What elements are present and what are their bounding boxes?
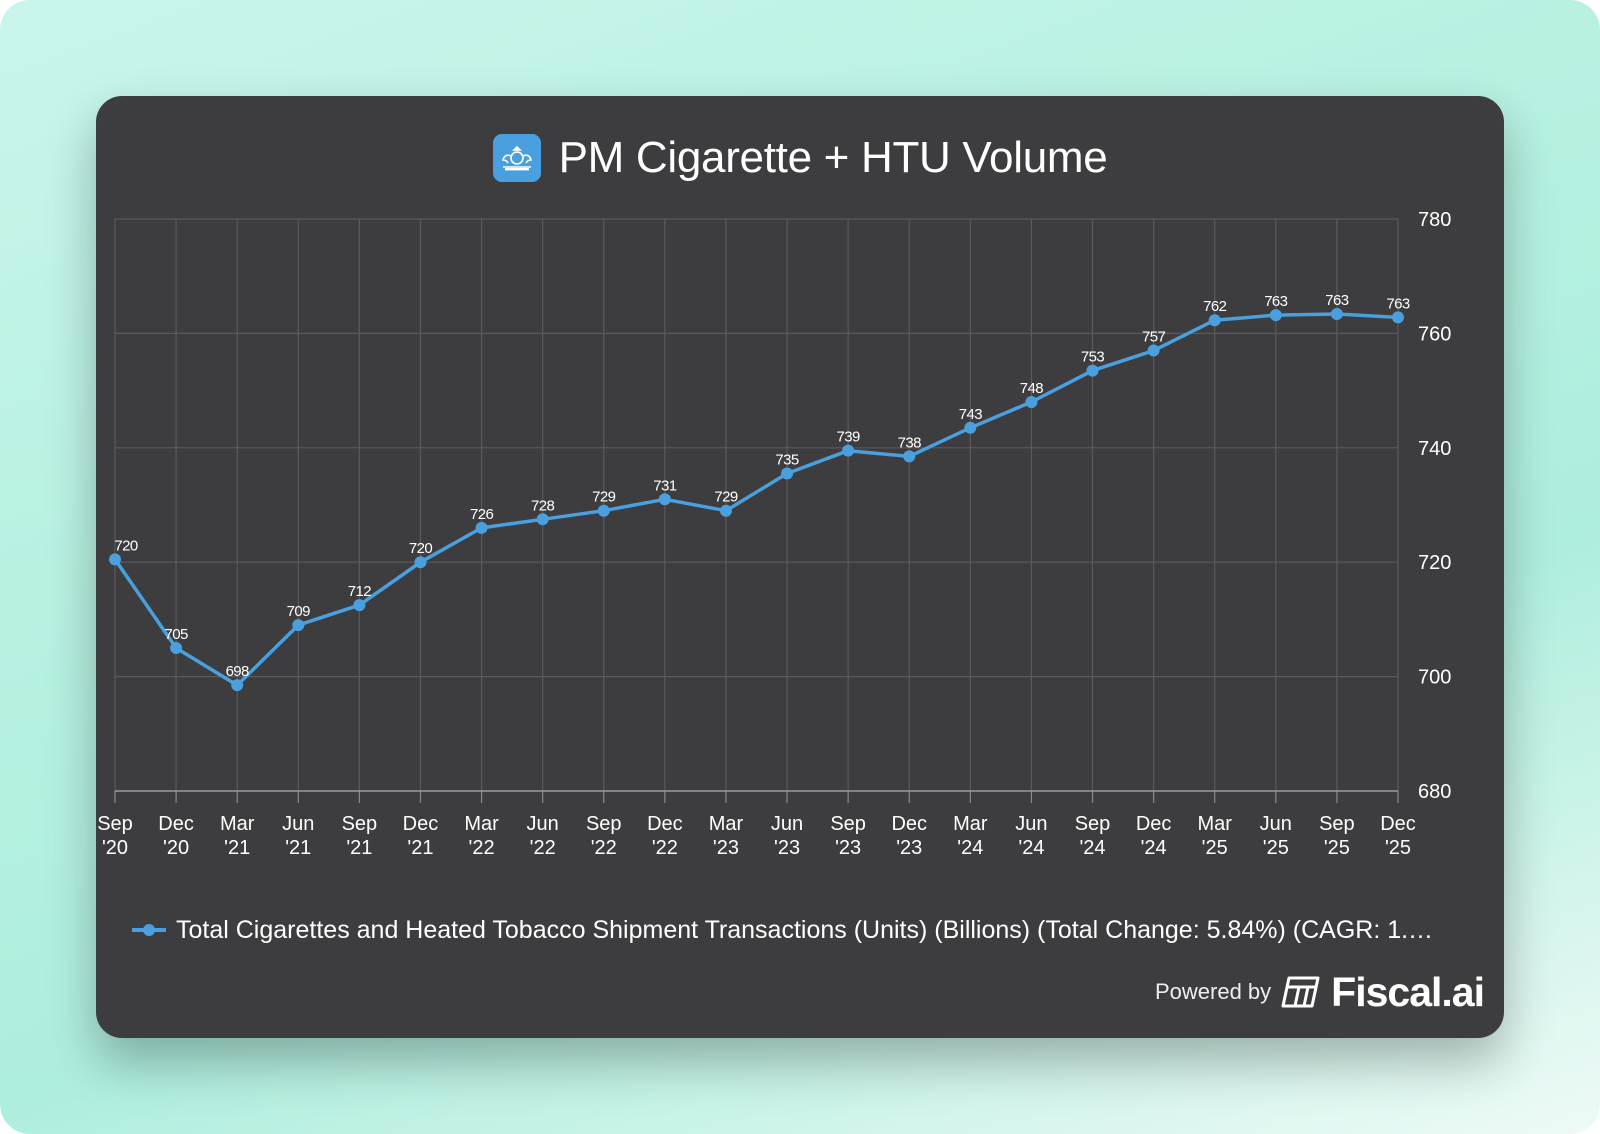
data-label: 726 xyxy=(470,506,493,523)
brand-name: Fiscal.ai xyxy=(1331,968,1485,1015)
x-tick-label: Sep '20 xyxy=(97,813,133,859)
data-point xyxy=(1269,309,1282,322)
legend[interactable]: Total Cigarettes and Heated Tobacco Ship… xyxy=(132,912,1484,948)
y-tick-label: 680 xyxy=(1418,781,1451,803)
company-logo-icon xyxy=(492,134,541,182)
line-chart: 680 700 720 740 760 780 Sep '20 Dec '20 Mar '21 Jun '… xyxy=(97,209,1451,859)
data-label: 735 xyxy=(775,452,798,469)
data-point xyxy=(1147,344,1160,357)
title-row: PM Cigarette + HTU Volume xyxy=(96,130,1504,186)
data-label: 705 xyxy=(164,626,187,643)
data-point xyxy=(781,467,794,480)
data-label: 728 xyxy=(531,497,554,514)
data-label: 763 xyxy=(1325,292,1348,309)
chart-title: PM Cigarette + HTU Volume xyxy=(558,133,1108,182)
data-point xyxy=(1330,307,1343,320)
x-tick-label: Dec '21 xyxy=(403,813,439,859)
data-label: 739 xyxy=(837,429,860,446)
x-tick-label: Dec '25 xyxy=(1380,813,1416,859)
y-tick-label: 780 xyxy=(1418,209,1451,231)
fiscal-logo-icon xyxy=(1281,976,1320,1008)
y-tick-label: 700 xyxy=(1418,667,1451,689)
data-label: 712 xyxy=(348,583,371,600)
chart-card: PM Cigarette + HTU Volume 680 700 720 740 76… xyxy=(96,96,1504,1038)
powered-by-text: Powered by xyxy=(1154,979,1272,1004)
x-tick-label: Jun '25 xyxy=(1260,813,1292,859)
data-label: 698 xyxy=(226,663,249,680)
data-point xyxy=(170,642,183,654)
x-tick-label: Dec '23 xyxy=(891,813,927,859)
data-label: 763 xyxy=(1386,295,1409,312)
x-tick-label: Jun '21 xyxy=(282,813,314,859)
data-point xyxy=(1025,396,1038,409)
x-tick-label: Dec '20 xyxy=(158,813,194,859)
x-tick-label: Sep '22 xyxy=(586,813,622,859)
powered-by[interactable]: Powered by Fiscal.ai xyxy=(1154,968,1485,1015)
data-label: 729 xyxy=(714,489,737,506)
data-label: 762 xyxy=(1203,298,1226,315)
data-point xyxy=(475,521,488,534)
y-tick-label: 720 xyxy=(1418,552,1451,574)
data-point xyxy=(1208,314,1221,327)
series-line xyxy=(113,312,1400,687)
data-point xyxy=(1086,364,1099,377)
data-label: 753 xyxy=(1081,349,1104,366)
legend-label: Total Cigarettes and Heated Tobacco Ship… xyxy=(176,915,1434,944)
x-tick-label: Mar '23 xyxy=(709,813,744,859)
x-tick-label: Jun '22 xyxy=(527,813,559,859)
data-label: 757 xyxy=(1142,329,1165,346)
x-tick-label: Jun '24 xyxy=(1015,813,1047,859)
data-point xyxy=(353,599,366,612)
x-tick-label: Sep '25 xyxy=(1319,813,1355,859)
data-point xyxy=(964,421,977,434)
data-point xyxy=(597,504,610,517)
data-label: 709 xyxy=(287,603,310,620)
data-label: 731 xyxy=(653,477,676,494)
data-point xyxy=(719,504,732,517)
data-label: 743 xyxy=(959,406,982,423)
x-tick-label: Mar '22 xyxy=(464,813,499,859)
data-label: 738 xyxy=(898,434,921,451)
x-tick-label: Dec '22 xyxy=(647,813,683,859)
data-label: 720 xyxy=(409,540,432,557)
x-tick-label: Dec '24 xyxy=(1136,813,1172,859)
legend-line-marker-icon xyxy=(132,924,166,936)
data-label: 748 xyxy=(1020,380,1043,397)
x-tick-label: Jun '23 xyxy=(771,813,803,859)
data-point xyxy=(903,450,916,463)
x-tick-label: Sep '24 xyxy=(1075,813,1111,859)
x-tick-label: Mar '21 xyxy=(220,813,255,859)
x-tick-label: Mar '25 xyxy=(1197,813,1232,859)
data-point xyxy=(536,513,549,526)
data-label: 729 xyxy=(592,489,615,506)
data-point xyxy=(658,493,671,506)
data-point xyxy=(414,556,427,569)
data-label: 763 xyxy=(1264,293,1287,310)
x-tick-label: Sep '21 xyxy=(342,813,378,859)
data-label: 720 xyxy=(114,537,137,554)
y-tick-label: 740 xyxy=(1418,438,1451,460)
data-point xyxy=(292,619,305,632)
data-point xyxy=(231,679,244,692)
x-tick-label: Sep '23 xyxy=(830,813,866,859)
data-point xyxy=(109,553,121,566)
x-tick-label: Mar '24 xyxy=(953,813,988,859)
data-point xyxy=(1392,311,1404,324)
data-point xyxy=(842,444,855,457)
y-tick-label: 760 xyxy=(1418,323,1451,345)
